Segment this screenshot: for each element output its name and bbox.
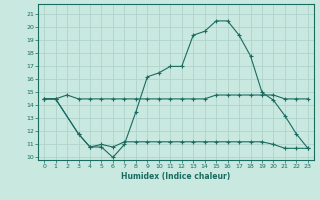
X-axis label: Humidex (Indice chaleur): Humidex (Indice chaleur) xyxy=(121,172,231,181)
